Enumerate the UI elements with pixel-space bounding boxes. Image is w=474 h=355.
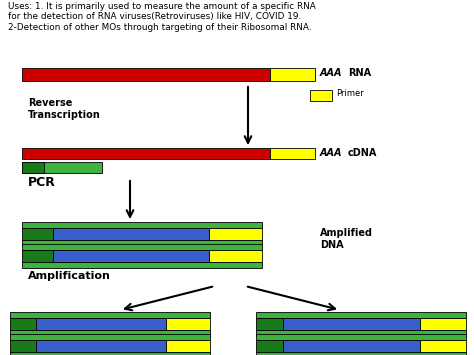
Bar	[209, 250, 262, 262]
Bar	[22, 244, 262, 250]
Bar	[10, 330, 210, 336]
Bar	[10, 312, 210, 318]
Text: AAA: AAA	[320, 148, 343, 158]
Bar	[36, 340, 166, 352]
Bar	[22, 222, 262, 228]
Bar	[310, 90, 332, 101]
Bar	[209, 228, 262, 240]
Bar	[283, 318, 420, 330]
Text: Primer: Primer	[336, 89, 364, 98]
Bar	[420, 318, 466, 330]
Bar	[420, 340, 466, 352]
Bar	[53, 250, 209, 262]
Bar	[22, 162, 102, 173]
Text: Reverse
Transcription: Reverse Transcription	[28, 98, 101, 120]
Text: Uses: 1. It is primarily used to measure the amount of a specific RNA
for the de: Uses: 1. It is primarily used to measure…	[8, 2, 316, 32]
Bar	[22, 262, 262, 268]
Bar	[10, 340, 36, 352]
Bar	[22, 240, 262, 246]
Text: Amplified
DNA: Amplified DNA	[320, 228, 373, 250]
Bar	[166, 318, 210, 330]
Text: AAA: AAA	[320, 68, 343, 78]
Bar	[22, 250, 53, 262]
Bar	[256, 334, 466, 340]
Bar	[22, 228, 53, 240]
Bar	[10, 334, 210, 340]
Text: PCR: PCR	[28, 176, 56, 189]
Bar	[283, 340, 420, 352]
Bar	[256, 318, 283, 330]
Bar	[270, 148, 315, 159]
Bar	[256, 352, 466, 355]
Bar	[256, 340, 283, 352]
Text: Amplification: Amplification	[28, 271, 111, 281]
Bar	[10, 352, 210, 355]
Bar	[256, 330, 466, 336]
Bar	[22, 148, 270, 159]
Text: cDNA: cDNA	[348, 148, 377, 158]
Bar	[22, 68, 270, 81]
Bar	[256, 312, 466, 318]
Bar	[270, 68, 315, 81]
Bar	[166, 340, 210, 352]
Bar	[22, 162, 44, 173]
Bar	[10, 318, 36, 330]
Bar	[53, 228, 209, 240]
Text: RNA: RNA	[348, 68, 371, 78]
Bar	[36, 318, 166, 330]
